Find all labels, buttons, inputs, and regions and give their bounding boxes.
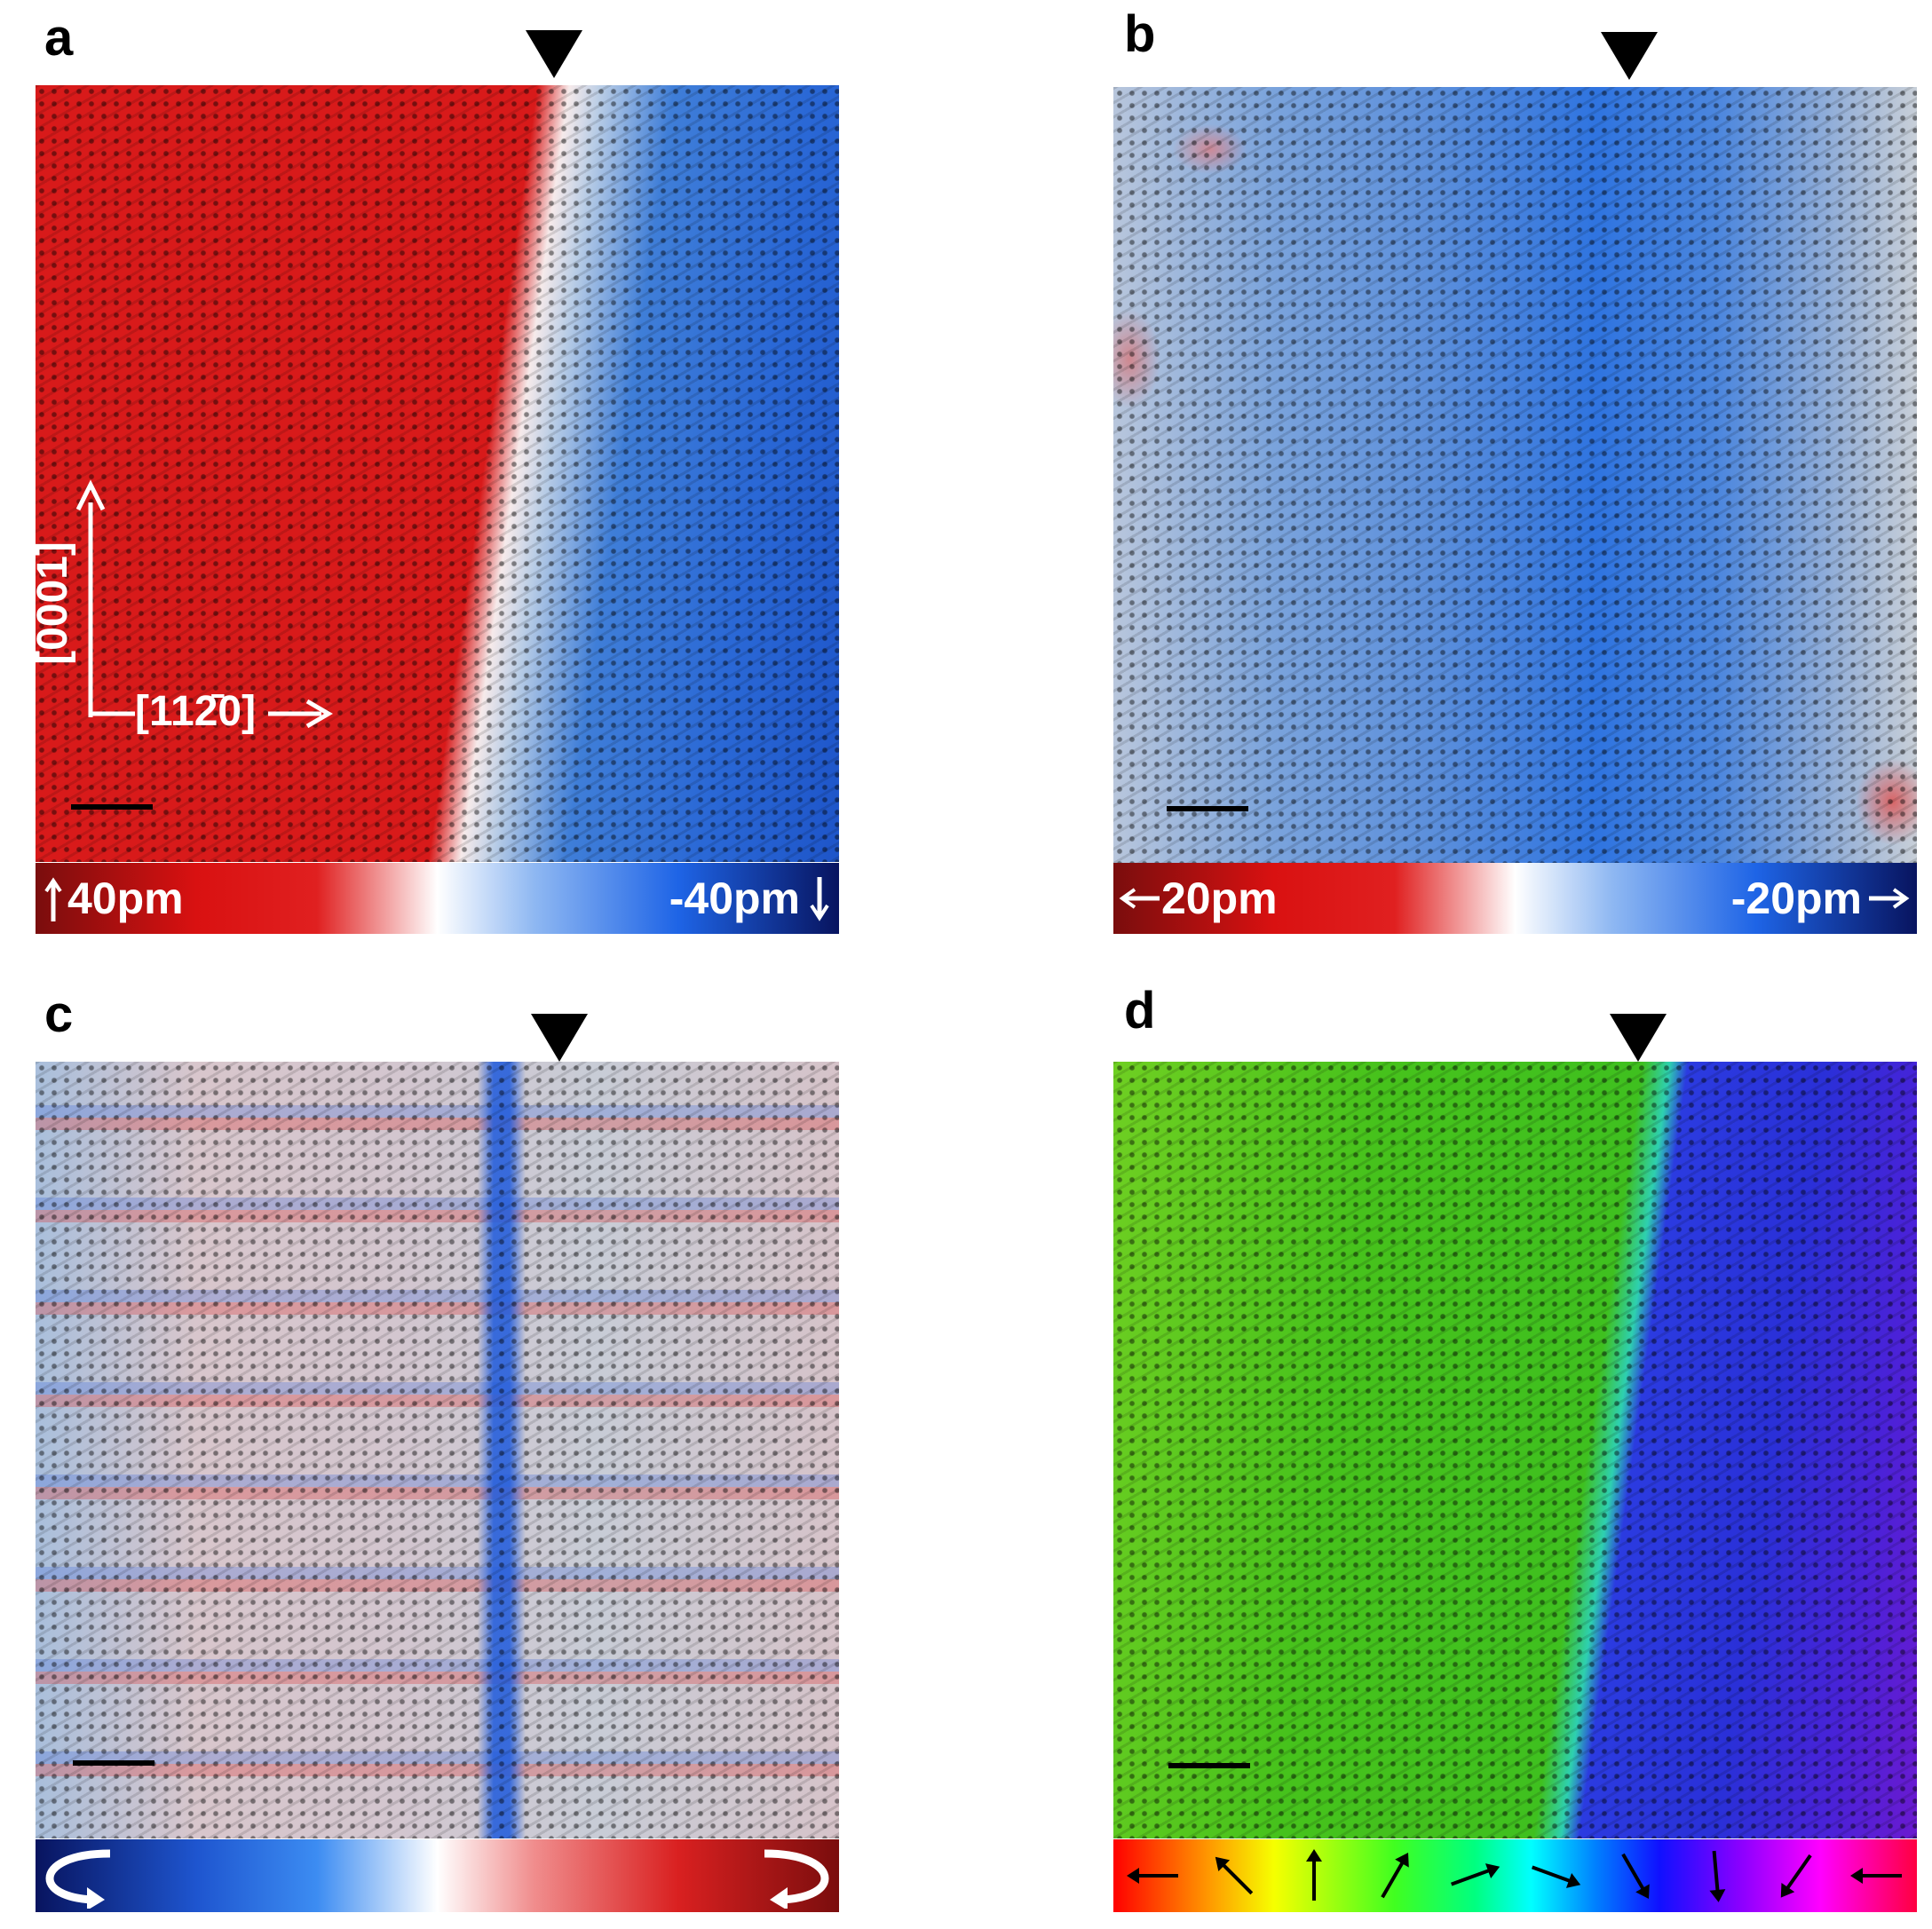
colorbar-c (36, 1839, 839, 1912)
map-panel-a: [0001] [112̄0] (36, 85, 839, 862)
right-arrow-icon (1869, 888, 1910, 909)
map-panel-c (36, 1062, 839, 1838)
colorbar-b-right-label: -20pm (1730, 874, 1862, 923)
domain-wall-marker-c (531, 1014, 588, 1062)
domain-wall-marker-d (1610, 1014, 1667, 1062)
colorbar-b-left-label: 20pm (1161, 874, 1278, 923)
scale-bar-c (73, 1760, 154, 1766)
direction-arrow-icon (1381, 1853, 1409, 1899)
axis-label-11-20: [112̄0] (135, 688, 257, 735)
scale-bar-a (71, 804, 153, 810)
colorbar-d (1113, 1839, 1917, 1912)
colorbar-a-right-label: -40pm (669, 874, 800, 923)
panel-label-c: c (44, 985, 74, 1043)
down-arrow-icon (810, 877, 829, 921)
colorbar-a-left-label: 40pm (67, 874, 184, 923)
domain-wall-marker-b (1601, 32, 1658, 80)
scale-bar-d (1168, 1763, 1250, 1768)
panel-label-b: b (1124, 5, 1156, 63)
panel-label-a: a (44, 9, 74, 67)
left-arrow-icon (1119, 888, 1160, 909)
scale-bar-b (1167, 806, 1248, 811)
direction-arrow-icon (1849, 1868, 1902, 1884)
direction-arrow-icon (1451, 1863, 1500, 1886)
direction-arrow-icon (1306, 1849, 1323, 1901)
direction-arrow-icon (1215, 1856, 1253, 1895)
colorbar-a: 40pm -40pm (36, 863, 839, 934)
panel-label-d: d (1124, 982, 1156, 1040)
clockwise-rotation-icon (764, 1849, 829, 1909)
direction-arrow-icon (1781, 1854, 1812, 1898)
direction-arrow-icon (1621, 1853, 1651, 1899)
map-panel-b (1113, 87, 1917, 864)
counterclockwise-rotation-icon (45, 1849, 111, 1909)
axis-arrows (75, 479, 333, 729)
direction-arrow-icon (1127, 1868, 1179, 1884)
direction-arrow-icon (1709, 1850, 1726, 1902)
map-panel-d (1113, 1062, 1917, 1838)
domain-wall-marker-a (526, 30, 582, 78)
direction-arrow-icon (1531, 1865, 1580, 1888)
up-arrow-icon (44, 877, 62, 921)
colorbar-b: 20pm -20pm (1113, 863, 1917, 934)
